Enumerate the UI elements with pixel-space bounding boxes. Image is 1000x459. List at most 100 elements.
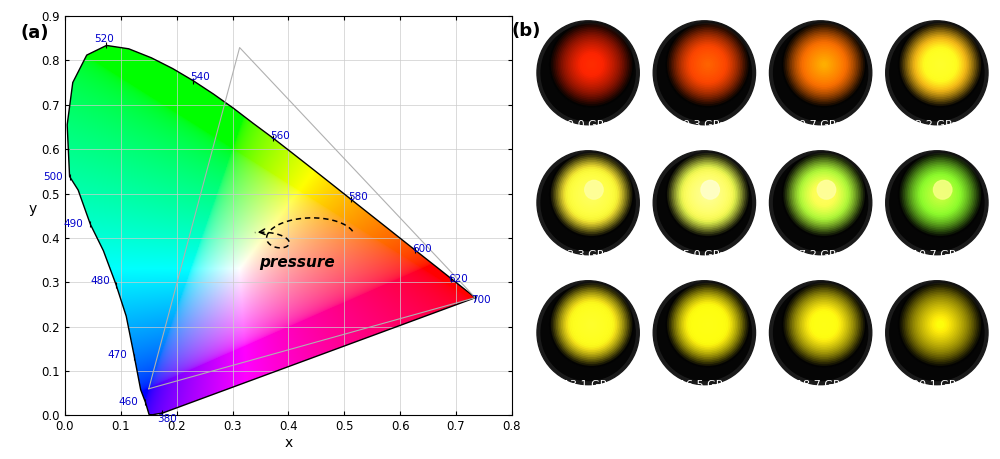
Text: 520: 520 xyxy=(94,34,114,44)
Text: 540: 540 xyxy=(190,72,210,82)
Circle shape xyxy=(568,301,615,348)
Circle shape xyxy=(922,46,959,83)
Circle shape xyxy=(920,174,960,215)
Circle shape xyxy=(698,184,718,205)
Circle shape xyxy=(703,319,713,330)
Circle shape xyxy=(886,151,988,255)
Circle shape xyxy=(886,21,988,125)
Circle shape xyxy=(550,22,634,107)
Circle shape xyxy=(924,308,957,341)
Circle shape xyxy=(590,323,593,326)
Circle shape xyxy=(688,44,728,85)
Circle shape xyxy=(679,166,736,224)
Circle shape xyxy=(570,172,613,217)
Text: 7.2 GPa: 7.2 GPa xyxy=(799,250,842,260)
Circle shape xyxy=(817,318,831,331)
Circle shape xyxy=(811,181,838,208)
Text: 490: 490 xyxy=(64,219,83,230)
Circle shape xyxy=(821,321,827,328)
Circle shape xyxy=(935,59,945,70)
Text: 5.0 GPa: 5.0 GPa xyxy=(683,250,726,260)
Circle shape xyxy=(807,308,841,341)
Circle shape xyxy=(585,58,598,71)
Circle shape xyxy=(908,162,972,227)
Circle shape xyxy=(929,53,952,77)
Circle shape xyxy=(668,284,748,365)
Circle shape xyxy=(930,184,950,205)
Circle shape xyxy=(929,183,952,207)
Circle shape xyxy=(573,176,610,213)
Circle shape xyxy=(797,297,851,352)
Circle shape xyxy=(799,299,849,350)
Circle shape xyxy=(653,281,756,385)
Circle shape xyxy=(797,167,851,222)
Circle shape xyxy=(890,155,984,251)
Circle shape xyxy=(588,321,595,328)
Circle shape xyxy=(693,179,723,210)
Circle shape xyxy=(553,155,630,234)
Text: 620: 620 xyxy=(448,274,468,284)
Circle shape xyxy=(898,282,982,367)
Circle shape xyxy=(556,159,627,230)
Circle shape xyxy=(927,181,954,208)
Circle shape xyxy=(556,29,627,101)
Circle shape xyxy=(582,54,602,75)
Circle shape xyxy=(822,323,826,326)
Text: 500: 500 xyxy=(43,172,63,181)
Circle shape xyxy=(585,188,598,202)
Circle shape xyxy=(774,155,868,251)
Circle shape xyxy=(575,47,608,82)
Circle shape xyxy=(925,309,955,340)
Circle shape xyxy=(786,25,863,104)
Circle shape xyxy=(782,282,866,367)
Circle shape xyxy=(573,46,610,83)
Circle shape xyxy=(681,167,735,222)
Circle shape xyxy=(558,30,625,99)
Circle shape xyxy=(816,56,833,73)
Circle shape xyxy=(657,155,751,251)
Circle shape xyxy=(688,174,728,215)
Circle shape xyxy=(666,282,750,367)
Circle shape xyxy=(903,287,977,362)
Circle shape xyxy=(537,151,639,255)
Circle shape xyxy=(925,49,955,80)
Circle shape xyxy=(689,46,726,83)
Circle shape xyxy=(806,176,843,213)
Circle shape xyxy=(694,181,721,208)
Circle shape xyxy=(588,61,595,68)
Circle shape xyxy=(922,306,959,343)
Circle shape xyxy=(806,306,843,343)
Circle shape xyxy=(585,180,603,199)
Circle shape xyxy=(706,323,710,326)
Circle shape xyxy=(679,296,736,353)
Text: 13.1 GPa: 13.1 GPa xyxy=(563,380,613,390)
Circle shape xyxy=(577,309,607,340)
Circle shape xyxy=(797,37,851,92)
Circle shape xyxy=(912,35,969,94)
Circle shape xyxy=(674,160,741,229)
Circle shape xyxy=(792,292,856,357)
Circle shape xyxy=(582,184,602,205)
Text: 3.3 GPa: 3.3 GPa xyxy=(567,250,610,260)
Circle shape xyxy=(699,316,716,333)
Circle shape xyxy=(789,29,859,101)
Circle shape xyxy=(699,186,716,203)
Text: 470: 470 xyxy=(108,350,127,360)
Circle shape xyxy=(705,191,711,198)
Circle shape xyxy=(804,174,844,215)
Circle shape xyxy=(568,41,615,89)
Circle shape xyxy=(817,58,831,71)
Circle shape xyxy=(683,169,733,220)
Circle shape xyxy=(769,21,872,125)
Circle shape xyxy=(910,164,971,225)
Circle shape xyxy=(689,306,726,343)
Circle shape xyxy=(934,58,947,71)
Circle shape xyxy=(937,61,944,68)
Circle shape xyxy=(914,167,967,222)
Circle shape xyxy=(787,157,861,232)
Circle shape xyxy=(696,53,720,77)
Circle shape xyxy=(691,308,725,341)
Circle shape xyxy=(933,180,952,199)
Circle shape xyxy=(910,34,971,95)
Circle shape xyxy=(688,304,728,345)
